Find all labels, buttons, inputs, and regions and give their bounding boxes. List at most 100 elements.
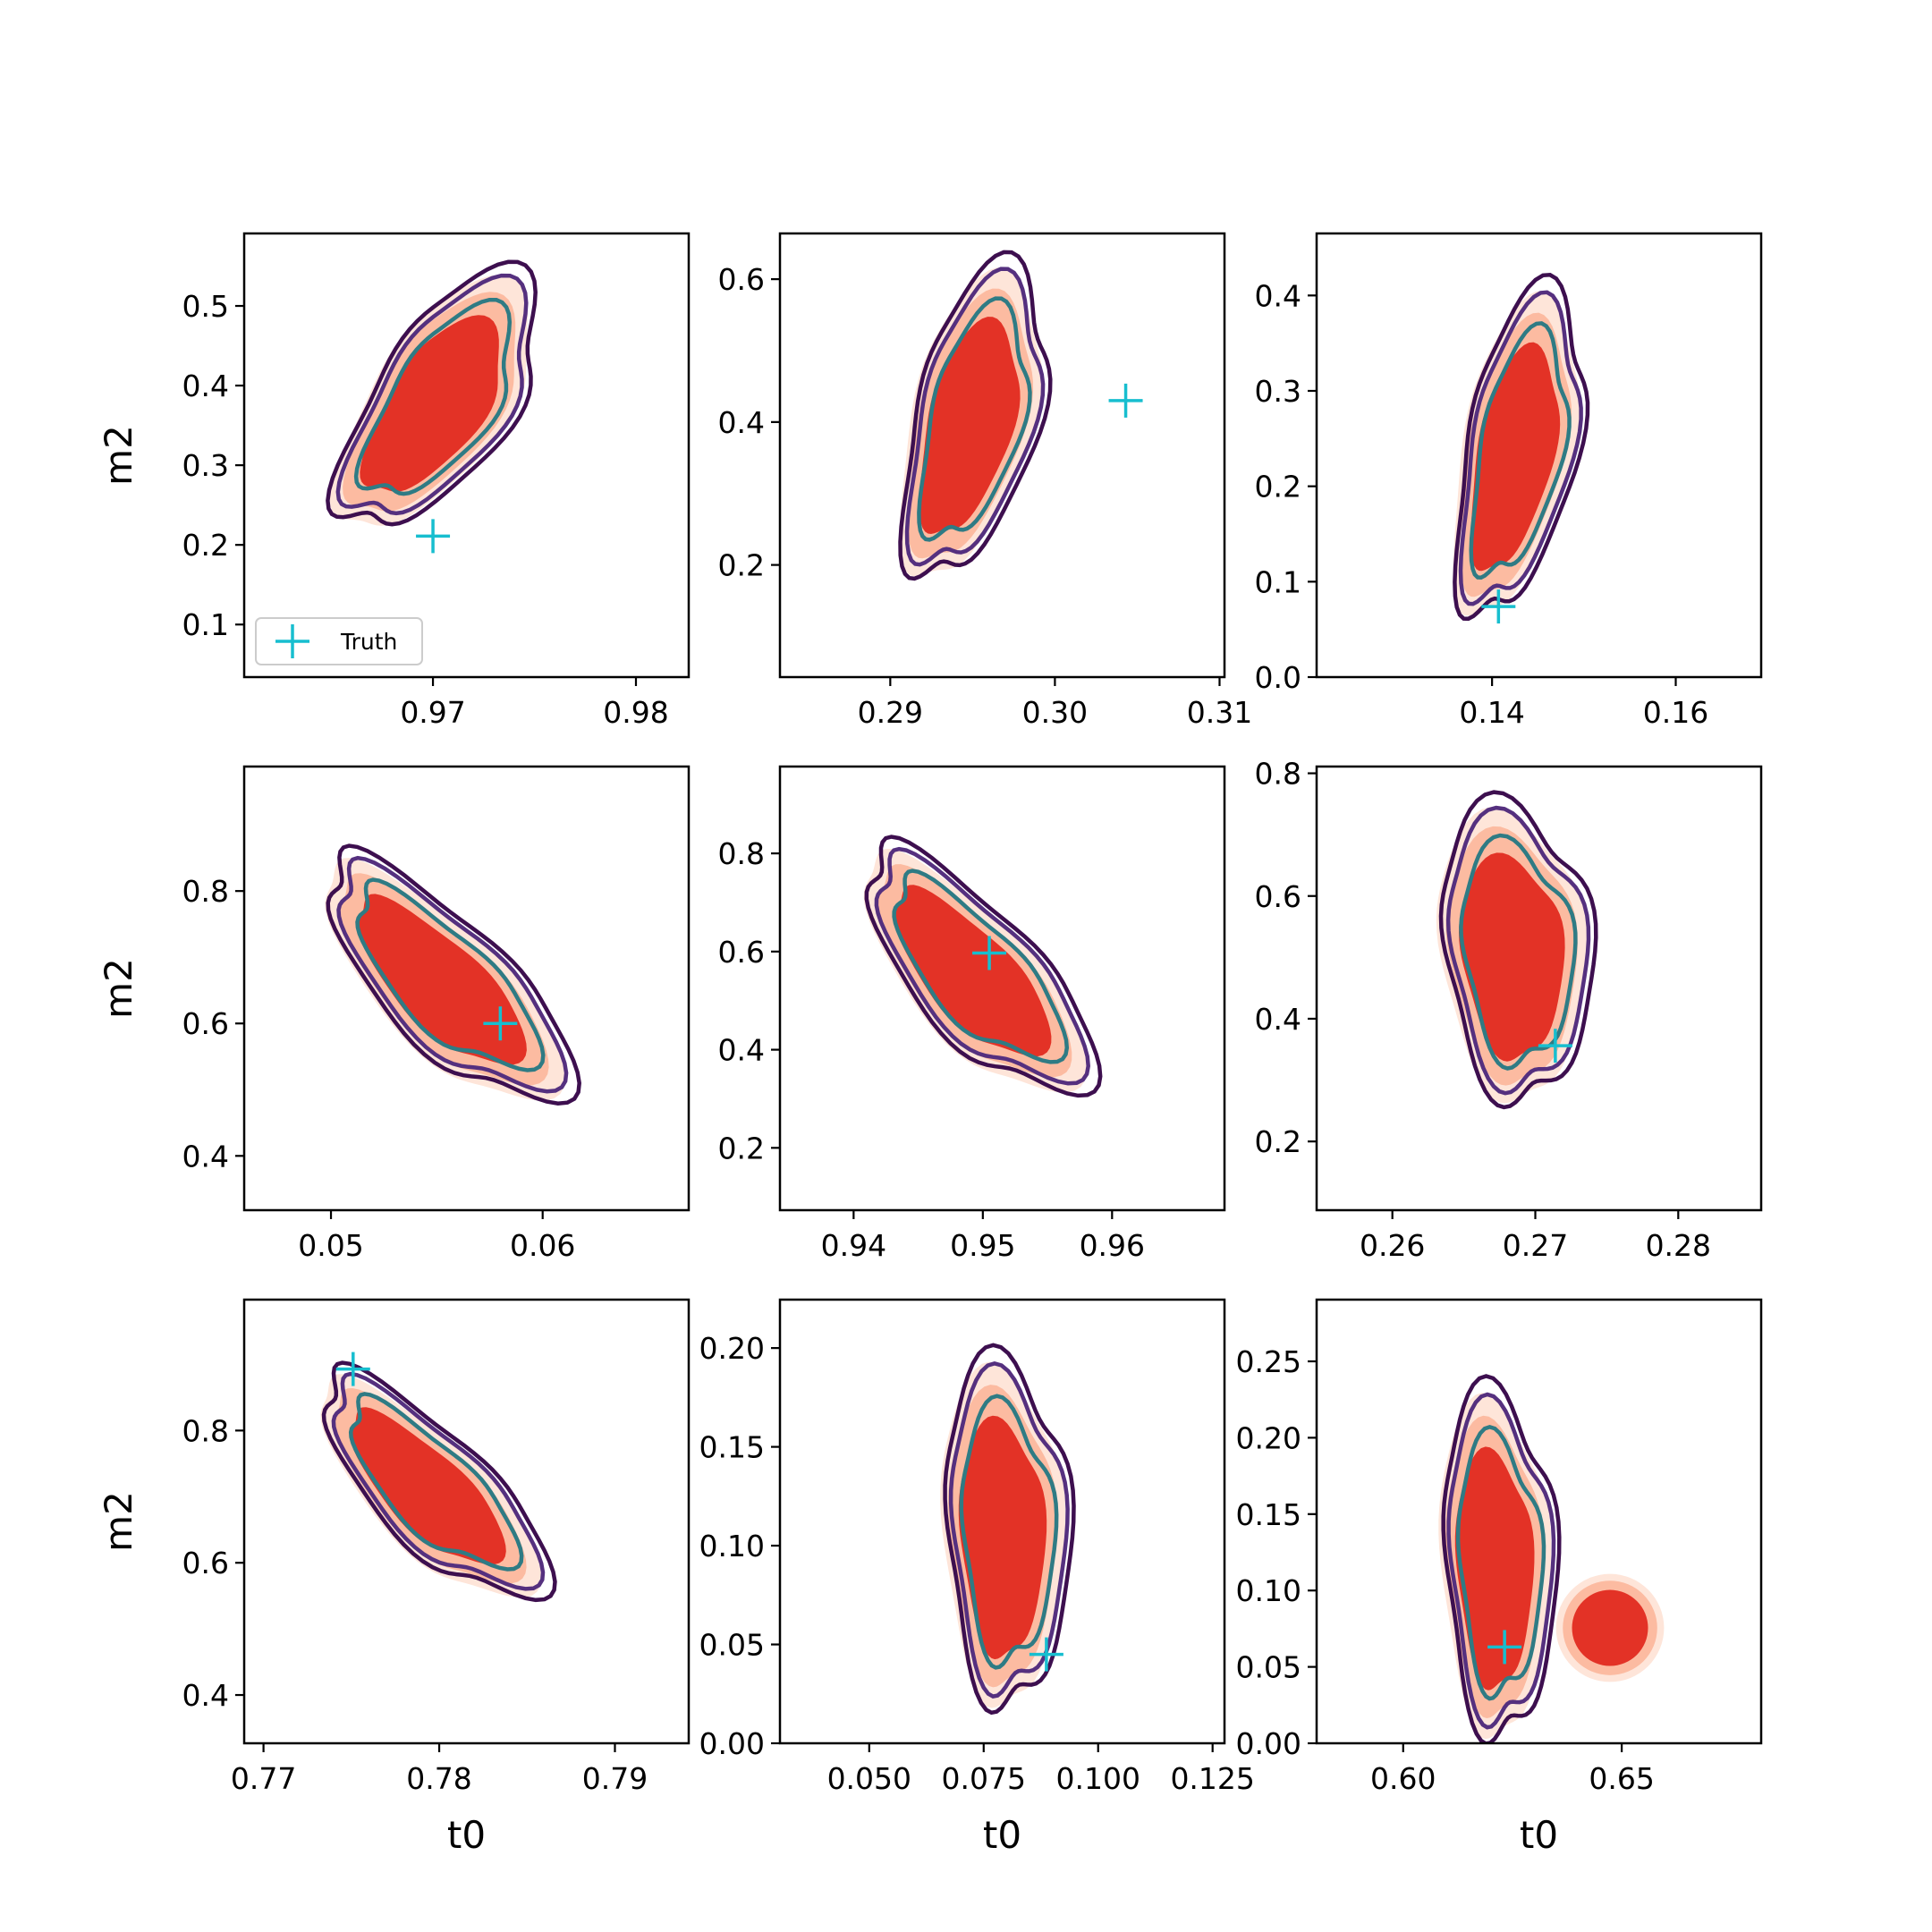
truth-marker bbox=[1538, 1029, 1572, 1063]
y-tick-label: 0.5 bbox=[182, 289, 229, 324]
axes-frame bbox=[778, 1298, 1226, 1745]
x-tick-label: 0.100 bbox=[1055, 1761, 1140, 1796]
panel-8-density bbox=[940, 1343, 1076, 1716]
y-tick-label: 0.6 bbox=[182, 1546, 229, 1580]
contour-inner bbox=[1469, 321, 1572, 580]
panel-3: 0.14 0.16 0.0 0.1 0.2 0.3 0.4 bbox=[1255, 232, 1763, 730]
y-tick-label: 0.4 bbox=[718, 1033, 765, 1068]
y-axis-title: m2 bbox=[97, 425, 140, 486]
truth-marker bbox=[1481, 589, 1516, 624]
x-tick-label: 0.31 bbox=[1187, 695, 1252, 730]
x-tick-label: 0.30 bbox=[1022, 695, 1088, 730]
panel-4: 0.05 0.06 0.4 0.6 0.8 m2 bbox=[97, 765, 691, 1263]
y-axis-title: m2 bbox=[97, 958, 140, 1019]
truth-marker bbox=[416, 519, 451, 554]
panel-8: 0.050 0.075 0.100 0.125 0.00 0.05 0.10 0.15 0.20… bbox=[699, 1298, 1255, 1857]
density-fill-inner bbox=[1454, 1446, 1535, 1690]
y-tick-label: 0.6 bbox=[718, 935, 765, 970]
x-axis-title: t0 bbox=[447, 1813, 486, 1857]
y-tick-label: 0.8 bbox=[718, 836, 765, 871]
contour-mid bbox=[948, 1360, 1070, 1699]
y-tick-label: 0.6 bbox=[1255, 879, 1301, 914]
y-tick-label: 0.4 bbox=[1255, 1002, 1301, 1037]
x-tick-label: 0.97 bbox=[400, 695, 465, 730]
legend-label: Truth bbox=[340, 629, 397, 655]
y-tick-label: 0.4 bbox=[182, 1678, 229, 1713]
axes-frame bbox=[1315, 1298, 1763, 1745]
x-tick-label: 0.98 bbox=[603, 695, 668, 730]
x-tick-label: 0.075 bbox=[942, 1761, 1026, 1796]
panel-7: 0.77 0.78 0.79 0.4 0.6 0.8 t0 m2 bbox=[97, 1298, 691, 1857]
contour-mid bbox=[336, 855, 569, 1094]
contour-inner bbox=[353, 297, 513, 496]
y-tick-label: 0.20 bbox=[1236, 1420, 1301, 1455]
y-tick-label: 0.0 bbox=[1255, 660, 1301, 695]
contour-inner bbox=[1455, 1425, 1546, 1701]
contour-outer bbox=[1453, 273, 1590, 622]
y-tick-label: 0.6 bbox=[718, 262, 765, 297]
legend: Truth bbox=[255, 617, 423, 665]
density-fill-inner bbox=[360, 315, 499, 492]
panel-1-density bbox=[326, 259, 538, 554]
contour-outer bbox=[1438, 790, 1598, 1110]
x-tick-label: 0.26 bbox=[1360, 1228, 1425, 1263]
contour-mid bbox=[874, 846, 1090, 1086]
contour-outer bbox=[326, 259, 538, 527]
x-tick-label: 0.28 bbox=[1646, 1228, 1711, 1263]
y-tick-label: 0.6 bbox=[182, 1006, 229, 1041]
y-tick-label: 0.2 bbox=[718, 1131, 765, 1165]
x-tick-label: 0.96 bbox=[1080, 1228, 1145, 1263]
axes-frame bbox=[242, 1298, 691, 1745]
panel-2-density bbox=[898, 250, 1143, 581]
y-tick-label: 0.8 bbox=[182, 1413, 229, 1448]
truth-marker bbox=[972, 936, 1007, 970]
y-tick-label: 0.2 bbox=[182, 528, 229, 563]
y-tick-label: 0.4 bbox=[182, 369, 229, 403]
x-tick-label: 0.77 bbox=[231, 1761, 296, 1796]
y-tick-label: 0.20 bbox=[699, 1331, 765, 1366]
y-tick-label: 0.15 bbox=[1236, 1497, 1301, 1532]
contour-inner bbox=[917, 296, 1032, 542]
contour-inner bbox=[1459, 833, 1578, 1071]
legend-truth-marker bbox=[275, 624, 309, 658]
x-tick-label: 0.95 bbox=[950, 1228, 1015, 1263]
y-tick-label: 0.10 bbox=[1236, 1573, 1301, 1608]
y-tick-label: 0.4 bbox=[182, 1139, 229, 1174]
x-tick-label: 0.050 bbox=[827, 1761, 911, 1796]
truth-marker bbox=[483, 1006, 518, 1041]
y-tick-label: 0.2 bbox=[718, 548, 765, 583]
y-tick-label: 0.25 bbox=[1236, 1344, 1301, 1379]
axes-frame bbox=[242, 232, 691, 679]
truth-marker bbox=[1029, 1637, 1063, 1672]
legend-box bbox=[255, 617, 423, 665]
contour-outer bbox=[1441, 1374, 1562, 1743]
density-fill-inner bbox=[958, 1415, 1047, 1660]
contour-mid bbox=[331, 1371, 546, 1591]
axes-frame bbox=[778, 232, 1226, 679]
y-tick-label: 0.15 bbox=[699, 1430, 765, 1465]
y-tick-label: 0.4 bbox=[718, 405, 765, 440]
x-tick-label: 0.94 bbox=[821, 1228, 886, 1263]
contour-mid bbox=[904, 267, 1046, 567]
truth-marker bbox=[1487, 1630, 1522, 1665]
density-fill-inner bbox=[894, 885, 1052, 1057]
y-tick-label: 0.00 bbox=[699, 1726, 765, 1761]
axes-frame bbox=[1315, 232, 1763, 679]
contour-outer bbox=[943, 1343, 1076, 1716]
panel-3-density bbox=[1453, 273, 1590, 624]
x-tick-label: 0.27 bbox=[1503, 1228, 1568, 1263]
y-tick-label: 0.4 bbox=[1255, 278, 1301, 313]
contour-outer bbox=[898, 250, 1053, 581]
panel-7-density bbox=[320, 1352, 557, 1603]
contour-mid bbox=[1445, 805, 1591, 1096]
panel-5-density bbox=[863, 835, 1103, 1098]
contour-inner bbox=[892, 869, 1070, 1064]
x-tick-label: 0.125 bbox=[1170, 1761, 1254, 1796]
x-tick-label: 0.29 bbox=[858, 695, 923, 730]
contour-outer bbox=[321, 1360, 557, 1603]
y-tick-label: 0.2 bbox=[1255, 470, 1301, 504]
y-tick-label: 0.05 bbox=[1236, 1650, 1301, 1685]
contour-inner bbox=[348, 1392, 524, 1572]
y-tick-label: 0.1 bbox=[182, 607, 229, 642]
density-fill-inner bbox=[351, 1407, 506, 1565]
